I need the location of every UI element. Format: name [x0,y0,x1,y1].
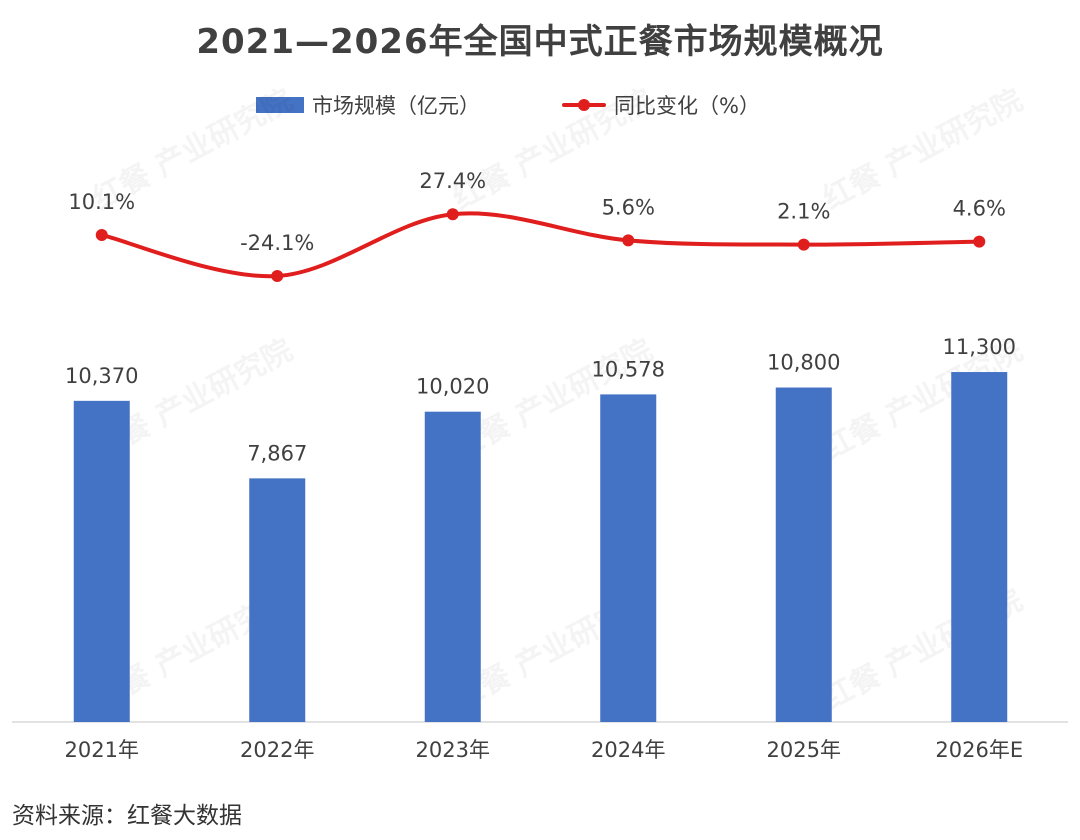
line-data-labels: 10.1% -24.1% 27.4% 5.6% 2.1% 4.6% [68,169,1006,255]
line-path [101,211,980,279]
line-data-label: 4.6% [953,197,1006,221]
line-point [797,238,810,251]
line-point [622,234,635,247]
x-tick-label: 2026年E [935,738,1023,762]
bar [951,372,1008,722]
bar [249,478,306,722]
line-point [95,228,108,241]
legend-swatch-bar [256,97,304,113]
legend-item-line: 同比变化（%） [562,90,760,120]
line-point [973,235,986,248]
legend-swatch-line [562,97,606,113]
x-axis-ticks: 2021年 2022年 2023年 2024年 2025年 2026年E [65,738,1024,762]
x-tick-label: 2022年 [240,738,314,762]
line-data-label: 27.4% [419,169,486,193]
x-tick-label: 2025年 [767,738,841,762]
legend-label-bar: 市场规模（亿元） [312,94,480,118]
chart-legend: 市场规模（亿元） 同比变化（%） [0,90,1080,120]
bar-data-label: 7,867 [247,441,307,465]
source-note: 资料来源：红餐大数据 [12,803,242,829]
x-tick-label: 2021年 [65,738,139,762]
bar [424,411,481,722]
line-series [95,208,986,283]
line-data-label: 2.1% [777,200,830,224]
legend-item-bar: 市场规模（亿元） [256,90,480,120]
bar-data-label: 11,300 [943,335,1016,359]
legend-label-line: 同比变化（%） [614,94,760,118]
chart-title: 2021—2026年全国中式正餐市场规模概况 [196,22,884,62]
x-tick-label: 2024年 [591,738,665,762]
bar-series [73,372,1008,722]
bar-data-labels: 10,370 7,867 10,020 10,578 10,800 11,300 [65,335,1016,465]
line-data-label: -24.1% [240,231,314,255]
line-data-label: 10.1% [68,190,135,214]
line-data-label: 5.6% [602,195,655,219]
bar [73,400,130,722]
bar [775,387,832,722]
line-point [446,208,459,221]
x-tick-label: 2023年 [416,738,490,762]
bar-data-label: 10,800 [767,351,840,375]
bar-data-label: 10,578 [592,357,665,381]
bar-data-label: 10,020 [416,375,489,399]
line-point [271,270,284,283]
bar-data-label: 10,370 [65,364,138,388]
bar [600,394,657,722]
